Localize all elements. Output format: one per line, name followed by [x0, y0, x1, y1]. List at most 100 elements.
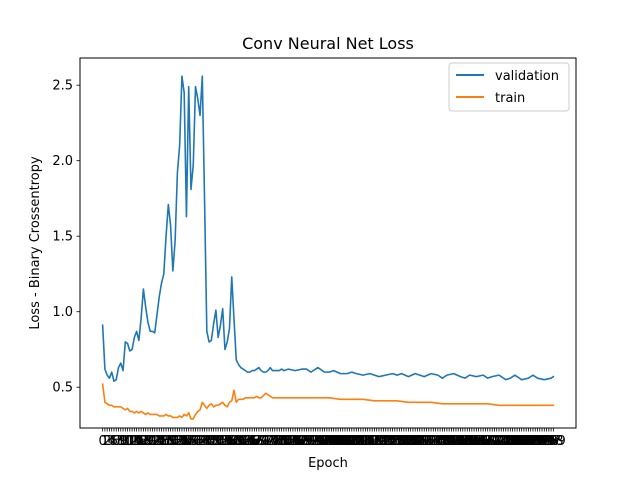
x-tick-label: 157 [446, 434, 471, 449]
x-tick-label: 109 [337, 434, 362, 449]
x-tick-label: 133 [391, 434, 416, 449]
x-tick-label: 65 [242, 434, 259, 449]
x-tick-label: 132 [389, 434, 414, 449]
x-tick-label: 185 [509, 434, 534, 449]
x-tick-label: 153 [437, 434, 462, 449]
x-tick-label: 80 [276, 434, 293, 449]
x-tick-label: 154 [439, 434, 464, 449]
x-tick-label: 68 [248, 434, 265, 449]
legend: validation train [448, 62, 570, 112]
x-tick-label: 114 [348, 434, 373, 449]
x-tick-label: 73 [260, 434, 277, 449]
x-tick-label: 55 [219, 434, 236, 449]
x-tick-label: 141 [410, 434, 435, 449]
x-tick-label: 186 [511, 434, 536, 449]
x-tick-label: 59 [228, 434, 245, 449]
x-tick-label: 16 [131, 434, 148, 449]
x-tick-label: 12 [122, 434, 139, 449]
x-tick-label: 28 [158, 434, 175, 449]
x-tick-label: 56 [221, 434, 238, 449]
x-tick-label: 144 [416, 434, 441, 449]
x-tick-label: 129 [382, 434, 407, 449]
x-tick-label: 54 [217, 434, 234, 449]
x-tick-label: 22 [144, 434, 161, 449]
x-tick-label: 10 [117, 434, 134, 449]
x-tick-label: 17 [133, 434, 150, 449]
x-tick-label: 61 [233, 434, 250, 449]
x-tick-label: 178 [493, 434, 518, 449]
x-tick-label: 137 [401, 434, 426, 449]
x-tick-label: 131 [387, 434, 412, 449]
x-tick-label: 189 [518, 434, 543, 449]
x-tick-label: 165 [464, 434, 489, 449]
x-tick-label: 183 [505, 434, 530, 449]
x-tick-label: 30 [162, 434, 179, 449]
x-tick-label: 82 [280, 434, 297, 449]
x-tick-label: 123 [369, 434, 394, 449]
x-tick-label: 139 [405, 434, 430, 449]
x-tick-label: 38 [180, 434, 197, 449]
series-layer [101, 75, 555, 420]
x-tick-label: 60 [230, 434, 247, 449]
x-tick-label: 148 [425, 434, 450, 449]
x-tick-label: 125 [373, 434, 398, 449]
x-tick-label: 146 [421, 434, 446, 449]
x-tick-label: 46 [199, 434, 216, 449]
x-tick-label: 175 [487, 434, 512, 449]
x-tick-label: 96 [312, 434, 329, 449]
x-tick-label: 34 [171, 434, 188, 449]
x-tick-label: 180 [498, 434, 523, 449]
x-tick-label: 3 [105, 434, 113, 449]
x-tick-label: 15 [128, 434, 145, 449]
x-tick-label: 138 [403, 434, 428, 449]
x-tick-label: 198 [539, 434, 564, 449]
x-tick-label: 18 [135, 434, 152, 449]
x-tick-label: 8 [117, 434, 125, 449]
x-tick-label: 159 [450, 434, 475, 449]
x-tick-label: 11 [119, 434, 136, 449]
x-tick-label: 176 [489, 434, 514, 449]
x-tick-label: 162 [457, 434, 482, 449]
x-tick-label: 37 [178, 434, 195, 449]
x-tick-label: 194 [530, 434, 555, 449]
x-tick-label: 41 [187, 434, 204, 449]
x-tick-label: 42 [189, 434, 206, 449]
series-line-train [101, 383, 555, 420]
x-tick-label: 199 [541, 434, 566, 449]
x-tick-label: 103 [324, 434, 349, 449]
x-tick-label: 166 [466, 434, 491, 449]
x-tick-label: 167 [468, 434, 493, 449]
x-tick-label: 58 [226, 434, 243, 449]
x-tick-label: 32 [167, 434, 184, 449]
x-tick-label: 6 [112, 434, 120, 449]
x-tick-label: 4 [108, 434, 116, 449]
x-tick-label: 26 [153, 434, 170, 449]
x-tick-label: 44 [194, 434, 211, 449]
x-tick-label: 190 [521, 434, 546, 449]
x-axis-label: Epoch [308, 456, 348, 471]
x-tick-label: 5 [110, 434, 118, 449]
x-tick-label: 48 [203, 434, 220, 449]
series-line-validation [101, 75, 555, 382]
x-tick-label: 98 [316, 434, 333, 449]
x-tick-label: 0 [99, 434, 107, 449]
x-tick-label: 69 [251, 434, 268, 449]
x-tick-label: 116 [353, 434, 378, 449]
x-tick-label: 78 [271, 434, 288, 449]
x-tick-label: 84 [285, 434, 302, 449]
x-tick-label: 2 [103, 434, 111, 449]
x-tick-label: 93 [305, 434, 322, 449]
x-tick-label: 23 [146, 434, 163, 449]
y-axis-ticks: 0.5 1.0 1.5 2.0 2.5 [52, 79, 80, 396]
x-tick-label: 184 [507, 434, 532, 449]
x-tick-label: 160 [453, 434, 478, 449]
x-tick-label: 191 [523, 434, 548, 449]
x-tick-label: 150 [430, 434, 455, 449]
x-tick-label: 1 [101, 434, 109, 449]
x-tick-label: 39 [183, 434, 200, 449]
x-tick-label: 43 [192, 434, 209, 449]
chart-title: Conv Neural Net Loss [242, 34, 414, 53]
x-tick-label: 119 [360, 434, 385, 449]
x-tick-label: 181 [500, 434, 525, 449]
x-tick-label: 193 [527, 434, 552, 449]
